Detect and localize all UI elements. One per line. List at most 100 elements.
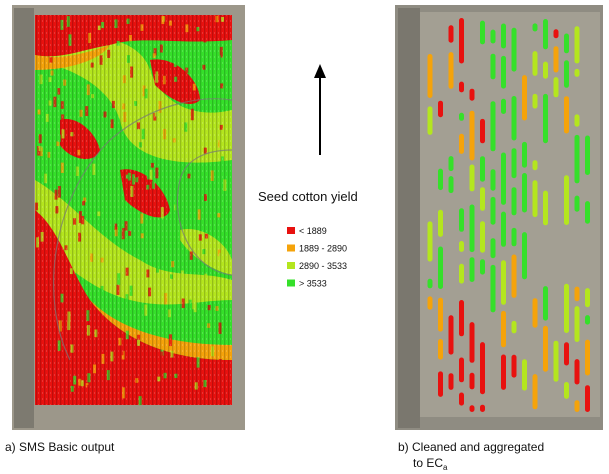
yield-streak — [501, 260, 506, 305]
yield-streak — [564, 60, 569, 88]
yield-map-cleaned — [395, 5, 603, 430]
yield-streak — [448, 176, 454, 194]
yield-streak — [459, 18, 464, 64]
yield-streak — [501, 23, 506, 49]
yield-streak — [469, 322, 475, 363]
yield-streak — [448, 373, 454, 390]
caption-subscript: a — [443, 463, 448, 472]
yield-streak — [448, 156, 454, 172]
yield-streak — [490, 29, 496, 44]
yield-streak — [574, 134, 580, 184]
yield-streak — [574, 195, 580, 212]
yield-streak — [469, 405, 475, 412]
yield-streak — [522, 173, 527, 213]
legend-label: < 1889 — [299, 226, 327, 236]
yield-streak — [427, 106, 433, 135]
yield-streak — [511, 254, 517, 298]
yield-streak — [459, 300, 464, 337]
legend: < 1889 1889 - 2890 2890 - 3533 > 3533 — [287, 226, 347, 289]
yield-streak — [469, 164, 475, 192]
yield-streak — [490, 53, 496, 80]
yield-streak — [490, 196, 496, 225]
yield-streak — [490, 264, 496, 313]
yield-streak — [469, 257, 475, 282]
yield-streak — [480, 156, 485, 182]
yield-streak — [459, 241, 464, 252]
yield-streak — [480, 259, 485, 275]
legend-label: 2890 - 3533 — [299, 261, 347, 271]
yield-streak — [469, 372, 475, 390]
yield-streak — [427, 278, 433, 289]
yield-streak — [490, 238, 496, 259]
yield-streak — [438, 297, 443, 332]
yield-streak — [585, 315, 590, 325]
yield-streak — [585, 385, 590, 412]
yield-streak — [511, 354, 517, 378]
yield-streak — [480, 118, 485, 144]
yield-streak — [574, 359, 580, 385]
yield-streak — [574, 114, 580, 127]
yield-streak — [532, 51, 538, 76]
yield-streak — [564, 175, 569, 225]
yield-streak — [543, 325, 548, 372]
legend-title: Seed cotton yield — [258, 189, 358, 204]
yield-streak — [469, 88, 475, 101]
yield-streak — [438, 100, 443, 118]
yield-streak — [501, 98, 506, 114]
yield-streak — [459, 81, 464, 93]
legend-swatch — [287, 262, 295, 269]
yield-streak — [480, 404, 485, 412]
yield-streak — [448, 52, 454, 89]
yield-streak — [501, 211, 506, 247]
north-arrow — [314, 64, 326, 155]
yield-streak — [511, 27, 517, 72]
yield-streak — [543, 286, 548, 321]
yield-streak — [459, 133, 464, 154]
legend-label: > 3533 — [299, 279, 327, 289]
yield-streak — [532, 23, 538, 32]
yield-streak — [585, 135, 590, 175]
yield-streak — [574, 26, 580, 64]
pivot-track — [176, 149, 233, 276]
yield-streak — [459, 357, 464, 383]
yield-streak — [574, 400, 580, 412]
yield-streak — [532, 93, 538, 109]
yield-streak — [553, 340, 559, 382]
yield-streak — [501, 354, 506, 390]
yield-streak — [522, 359, 527, 391]
yield-streak — [543, 93, 548, 144]
yield-streak — [501, 152, 506, 205]
yield-streak — [490, 169, 496, 191]
yield-streak — [511, 148, 517, 179]
legend-swatch — [287, 244, 295, 252]
yield-streak — [480, 20, 485, 45]
yield-streak — [522, 141, 527, 168]
legend-swatch — [287, 279, 295, 287]
yield-streak — [585, 288, 590, 308]
yield-streak — [585, 339, 590, 376]
caption-text: to EC — [413, 456, 443, 470]
yield-streak — [574, 306, 580, 342]
yield-streak — [532, 298, 538, 328]
legend-swatch — [287, 227, 295, 234]
yield-streak — [438, 371, 443, 397]
yield-streak — [480, 342, 485, 395]
yield-streak — [427, 296, 433, 310]
yield-streak — [574, 286, 580, 302]
yield-streak — [438, 339, 443, 360]
yield-streak — [480, 187, 485, 211]
yield-streak — [511, 227, 517, 247]
yield-streak — [511, 96, 517, 141]
yield-streak — [501, 55, 506, 89]
yield-streak — [574, 68, 580, 77]
yield-streak — [448, 25, 454, 43]
yield-streak — [585, 201, 590, 224]
yield-streak — [501, 310, 506, 348]
yield-streak — [564, 283, 569, 333]
legend-label: 1889 - 2890 — [299, 244, 347, 254]
pivot-track — [53, 98, 233, 361]
yield-streak — [438, 209, 443, 237]
yield-streak — [553, 29, 559, 39]
yield-streak — [522, 75, 527, 121]
